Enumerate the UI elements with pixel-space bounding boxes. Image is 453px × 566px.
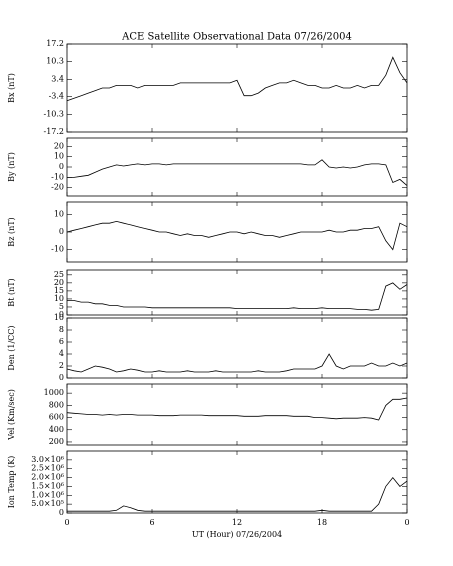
y-axis-label: Den (1/CC) (7, 325, 16, 370)
data-line (67, 282, 408, 311)
y-tick-label: -17.2 (43, 127, 64, 136)
y-tick-label: 3.4 (51, 74, 64, 83)
x-axis-label: UT (Hour) 07/26/2004 (192, 530, 282, 539)
y-tick-label: 1000 (44, 388, 64, 397)
y-tick-label: 2.0×10⁶ (31, 473, 64, 482)
data-line (66, 220, 408, 251)
y-tick-label: 10 (54, 313, 64, 322)
y-axis-label: Ion Temp (K) (7, 456, 16, 509)
data-line (66, 353, 408, 373)
y-tick-label: 600 (49, 413, 64, 422)
y-tick-label: 0 (59, 162, 64, 171)
y-tick-label: 15 (54, 286, 64, 295)
y-tick-label: -10 (51, 245, 64, 254)
y-tick-label: 17.2 (46, 39, 64, 48)
y-tick-label: 200 (49, 437, 64, 446)
y-tick-label: 5.0×10⁵ (31, 499, 64, 508)
x-tick-label: 18 (317, 518, 327, 527)
y-axis-label: By (nT) (7, 152, 16, 182)
y-tick-label: -10.3 (43, 109, 64, 118)
y-tick-label: -10 (51, 172, 64, 181)
y-tick-label: -3.4 (49, 92, 64, 101)
y-tick-label: 3.0×10⁶ (31, 455, 64, 464)
chart-title: ACE Satellite Observational Data 07/26/2… (121, 32, 352, 43)
y-tick-label: 20 (54, 278, 64, 287)
y-tick-label: 1.5×10⁶ (31, 481, 64, 490)
y-axis-label: Bx (nT) (7, 73, 16, 103)
y-tick-label: 2.5×10⁶ (31, 464, 64, 473)
data-line (66, 397, 408, 421)
y-tick-label: 0 (59, 508, 64, 517)
panel-frame (66, 450, 408, 514)
data-line (66, 56, 408, 102)
panel-frame (66, 43, 408, 133)
y-tick-label: 25 (54, 270, 64, 279)
panel-frame (66, 383, 408, 446)
y-tick-label: 2 (59, 361, 64, 370)
data-line (67, 159, 408, 186)
y-tick-label: 10 (54, 152, 64, 161)
y-tick-label: 20 (54, 141, 64, 150)
y-axis-label: Vel (Km/sec) (7, 389, 16, 441)
x-tick-label: 6 (149, 518, 154, 527)
y-tick-label: 800 (49, 400, 64, 409)
x-tick-label: 12 (232, 518, 242, 527)
y-tick-label: 400 (49, 425, 64, 434)
y-tick-label: 8 (59, 325, 64, 334)
y-tick-label: 5 (59, 302, 64, 311)
y-tick-label: 0 (59, 310, 64, 319)
y-axis-label: Bt (nT) (7, 278, 16, 306)
y-tick-label: 0 (59, 373, 64, 382)
y-tick-label: -20 (51, 183, 64, 192)
y-tick-label: 6 (59, 337, 64, 346)
y-tick-label: 0 (59, 227, 64, 236)
y-tick-label: 10.3 (46, 57, 64, 66)
y-tick-label: 10 (54, 294, 64, 303)
y-tick-label: 4 (59, 349, 64, 358)
x-tick-label: 0 (404, 518, 409, 527)
x-tick-label: 0 (64, 518, 69, 527)
y-tick-label: 1.0×10⁶ (31, 490, 64, 499)
y-tick-label: 10 (54, 209, 64, 218)
panel-frame (66, 317, 408, 379)
data-line (67, 476, 408, 512)
y-axis-label: Bz (nT) (7, 217, 16, 246)
